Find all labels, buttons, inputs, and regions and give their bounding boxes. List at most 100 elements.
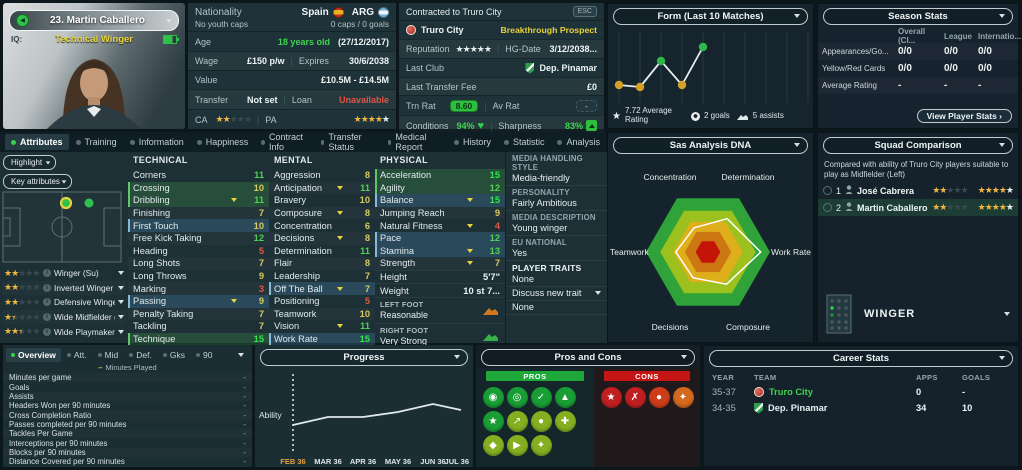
dna-dropdown[interactable]: Sas Analysis DNA — [613, 137, 808, 154]
tab-history[interactable]: History — [448, 134, 497, 150]
attribute-row-aggression[interactable]: Aggression 8 — [269, 169, 375, 182]
tab-medical-report[interactable]: Medical Report — [382, 129, 447, 155]
attribute-row-finishing[interactable]: Finishing 7 — [128, 207, 269, 220]
attribute-row-decisions[interactable]: Decisions 8 — [269, 232, 375, 245]
squad-player-row[interactable]: 1 José Cabrera ★★★★★ ★★★★★ — [818, 182, 1018, 199]
attribute-row-agility[interactable]: Agility 12 — [375, 181, 505, 195]
attribute-row-bravery[interactable]: Bravery 10 — [269, 194, 375, 207]
attribute-row-dribbling[interactable]: Dribbling 11 — [128, 194, 269, 207]
stats-tab-gks[interactable]: Gks — [158, 348, 190, 362]
attribute-row-pace[interactable]: Pace 12 — [375, 231, 505, 245]
season-stats-dropdown[interactable]: Season Stats — [823, 8, 1013, 25]
squad-comparison-dropdown[interactable]: Squad Comparison — [823, 137, 1013, 154]
stats-tab-mid[interactable]: Mid — [93, 348, 124, 362]
career-row[interactable]: 34-35 Dep. Pinamar 34 10 — [704, 400, 1018, 416]
tab-analysis[interactable]: Analysis — [551, 134, 606, 150]
attribute-row-crossing[interactable]: Crossing 10 — [128, 181, 269, 195]
season-stats-title: Season Stats — [888, 11, 948, 22]
pro-icon-6: ↗ — [506, 410, 528, 432]
attribute-row-anticipation[interactable]: Anticipation 11 — [269, 182, 375, 195]
career-apps: 34 — [916, 403, 927, 413]
attribute-row-natural-fitness[interactable]: Natural Fitness 4 — [375, 219, 505, 232]
tab-attributes[interactable]: Attributes — [5, 134, 69, 150]
form-dropdown[interactable]: Form (Last 10 Matches) — [613, 8, 808, 25]
rating-star-icon: ★ — [612, 110, 621, 122]
attribute-row-composure[interactable]: Composure 8 — [269, 207, 375, 220]
progress-dropdown[interactable]: Progress — [260, 349, 468, 366]
attribute-row-off-the-ball[interactable]: Off The Ball 7 — [269, 282, 375, 295]
tab-training[interactable]: Training — [70, 134, 123, 150]
attribute-row-corners[interactable]: Corners 11 — [128, 169, 269, 182]
last-club-name[interactable]: Dep. Pinamar — [539, 63, 597, 73]
attribute-row-concentration[interactable]: Concentration 6 — [269, 219, 375, 232]
stats-tab-att[interactable]: Att. — [62, 348, 92, 362]
tab-information[interactable]: Information — [124, 134, 190, 150]
attribute-row-vision[interactable]: Vision 11 — [269, 320, 375, 333]
info-icon[interactable]: i — [43, 298, 51, 307]
career-stats-dropdown[interactable]: Career Stats — [709, 350, 1013, 367]
attribute-row-stamina[interactable]: Stamina 13 — [375, 244, 505, 258]
conditions-value: 94% — [456, 120, 475, 131]
attribute-row-marking[interactable]: Marking 3 — [128, 282, 269, 295]
player-radio[interactable] — [823, 203, 832, 213]
highlight-dropdown[interactable]: Highlight — [3, 155, 57, 170]
last-club-label: Last Club — [406, 63, 445, 73]
attribute-row-strength[interactable]: Strength 7 — [375, 257, 505, 270]
view-player-stats-button[interactable]: View Player Stats › — [916, 109, 1012, 123]
info-icon[interactable]: i — [43, 327, 51, 336]
ca-label: CA — [195, 114, 208, 125]
key-attributes-dropdown[interactable]: Key attributes — [3, 174, 72, 189]
tab-transfer-status[interactable]: Transfer Status — [315, 129, 381, 155]
attribute-row-determination[interactable]: Determination 11 — [269, 245, 375, 258]
chevron-down-icon[interactable] — [1004, 312, 1010, 316]
attribute-row-positioning[interactable]: Positioning 5 — [269, 295, 375, 308]
pros-cons-dropdown[interactable]: Pros and Cons — [481, 349, 695, 366]
info-icon[interactable]: i — [43, 313, 51, 322]
season-stat-value: - — [944, 80, 948, 91]
stats-tab-90[interactable]: 90 — [191, 348, 217, 362]
stats-tab-overview[interactable]: Overview — [6, 347, 61, 362]
player-radio[interactable] — [823, 186, 832, 196]
attribute-row-free-kick-taking[interactable]: Free Kick Taking 12 — [128, 232, 269, 245]
tab-contract-info[interactable]: Contract Info — [255, 129, 313, 155]
role-rating-row[interactable]: ★★★★★ i Winger (Su) — [2, 266, 126, 281]
player-name-dropdown[interactable]: ◀ 23. Martin Caballero — [9, 10, 179, 31]
attribute-row-teamwork[interactable]: Teamwork 10 — [269, 308, 375, 321]
attribute-row-tackling[interactable]: Tackling 7 — [128, 320, 269, 333]
attribute-row-acceleration[interactable]: Acceleration 15 — [375, 169, 505, 182]
attribute-row-long-shots[interactable]: Long Shots 7 — [128, 257, 269, 270]
attribute-row-heading[interactable]: Heading 5 — [128, 245, 269, 258]
career-row[interactable]: 35-37 Truro City 0 - — [704, 384, 1018, 400]
attribute-row-penalty-taking[interactable]: Penalty Taking 7 — [128, 308, 269, 321]
attribute-row-leadership[interactable]: Leadership 7 — [269, 270, 375, 283]
attribute-row-first-touch[interactable]: First Touch 10 — [128, 219, 269, 232]
tab-statistic[interactable]: Statistic — [498, 134, 551, 150]
attribute-row-passing[interactable]: Passing 9 — [128, 294, 269, 308]
season-stat-value: 0/0 — [978, 46, 992, 57]
attribute-row-balance[interactable]: Balance 15 — [375, 194, 505, 207]
stats-tab-def[interactable]: Def. — [124, 348, 157, 362]
attribute-row-long-throws[interactable]: Long Throws 9 — [128, 270, 269, 283]
squad-player-row[interactable]: 2 Martin Caballero ★★★★★ ★★★★★ — [818, 199, 1018, 217]
stat-row-passes-completed-per-90-minutes: Passes completed per 90 minutes - — [3, 420, 252, 429]
info-icon[interactable]: i — [43, 269, 51, 278]
attribute-row-jumping-reach[interactable]: Jumping Reach 9 — [375, 207, 505, 220]
attribute-row-technique[interactable]: Technique 15 — [128, 332, 269, 346]
attribute-name: Long Shots — [133, 258, 181, 269]
esc-button[interactable]: ESC — [572, 6, 597, 17]
last-club-badge-icon — [525, 62, 535, 74]
info-icon[interactable]: i — [43, 283, 51, 292]
tab-happiness[interactable]: Happiness — [191, 134, 255, 150]
attribute-row-work-rate[interactable]: Work Rate 15 — [269, 332, 375, 346]
club-name[interactable]: Truro City — [421, 25, 464, 35]
stat-row-blocks-per-90-minutes: Blocks per 90 minutes - — [3, 448, 252, 457]
media-section-label: PLAYER TRAITS — [512, 263, 582, 273]
transfer-status: Not set — [247, 94, 278, 105]
chevron-down-icon[interactable] — [238, 352, 244, 357]
discuss-new-trait-dropdown[interactable]: Discuss new trait — [506, 287, 607, 301]
attribute-row-flair[interactable]: Flair 8 — [269, 257, 375, 270]
